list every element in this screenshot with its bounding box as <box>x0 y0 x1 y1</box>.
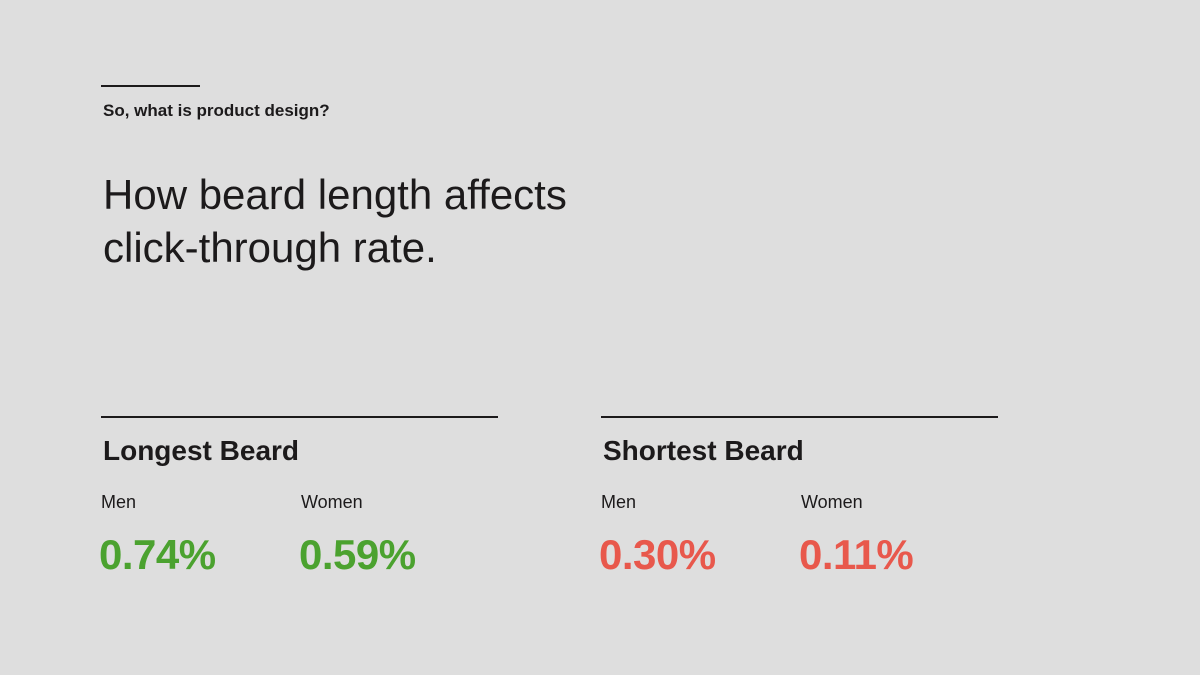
top-rule <box>101 85 200 87</box>
stat-label: Women <box>301 492 363 512</box>
stat-value: 0.11% <box>799 531 914 578</box>
stat-value: 0.30% <box>599 531 716 578</box>
stat-label: Men <box>101 492 137 512</box>
group-rule <box>101 416 498 418</box>
title-line: How beard length affects <box>103 171 567 218</box>
group-title: Longest Beard <box>103 435 300 466</box>
stat-value: 0.59% <box>299 531 416 578</box>
stat-label: Men <box>601 492 637 512</box>
group-rule <box>601 416 998 418</box>
stat-value: 0.74% <box>99 531 216 578</box>
title-line: click-through rate. <box>103 224 437 271</box>
group-title: Shortest Beard <box>603 435 804 466</box>
stat-label: Women <box>801 492 863 512</box>
kicker: So, what is product design? <box>103 101 330 120</box>
